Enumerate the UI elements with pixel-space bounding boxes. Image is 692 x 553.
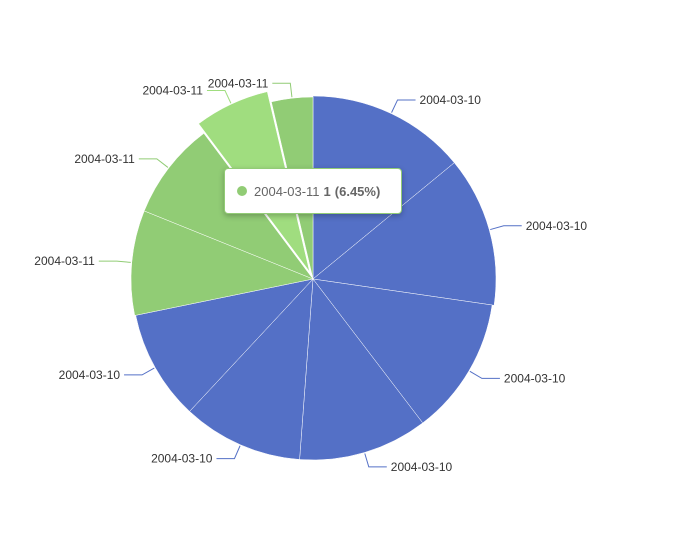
slice-label: 2004-03-10 bbox=[391, 460, 453, 474]
label-leader-line bbox=[98, 260, 131, 263]
slice-label: 2004-03-10 bbox=[59, 368, 121, 382]
label-leader-line bbox=[364, 453, 387, 468]
pie-slice-2004-03-10[interactable] bbox=[299, 278, 424, 461]
slice-label: 2004-03-10 bbox=[420, 93, 482, 107]
slice-label: 2004-03-11 bbox=[208, 76, 269, 90]
pie-slice-2004-03-10[interactable] bbox=[312, 278, 493, 424]
label-leader-line bbox=[469, 370, 500, 379]
label-leader-line bbox=[391, 99, 416, 113]
slice-label: 2004-03-11 bbox=[142, 84, 203, 98]
slice-label: 2004-03-11 bbox=[74, 152, 135, 166]
label-leader-line bbox=[490, 225, 522, 231]
slice-label: 2004-03-11 bbox=[34, 254, 95, 268]
label-leader-line bbox=[272, 82, 293, 98]
slice-label: 2004-03-10 bbox=[504, 371, 566, 385]
slice-label: 2004-03-10 bbox=[526, 219, 588, 233]
pie-slice-2004-03-10[interactable] bbox=[189, 278, 314, 460]
pie-slice-2004-03-10[interactable] bbox=[312, 162, 497, 306]
label-leader-line bbox=[124, 367, 155, 376]
label-leader-line bbox=[138, 158, 169, 168]
label-leader-line bbox=[216, 445, 241, 460]
pie-slice-2004-03-10[interactable] bbox=[135, 278, 314, 412]
slice-label: 2004-03-10 bbox=[151, 452, 213, 466]
tooltip-label: 2004-03-11 bbox=[254, 183, 320, 199]
tooltip-percent: (6.45%) bbox=[334, 183, 381, 199]
tooltip-marker-icon bbox=[237, 186, 247, 196]
label-leader-line bbox=[206, 90, 232, 104]
pie-slice-2004-03-11[interactable] bbox=[130, 210, 314, 316]
chart-tooltip: 2004-03-11 1 (6.45%) bbox=[224, 168, 402, 214]
tooltip-value: 1 bbox=[323, 183, 331, 199]
